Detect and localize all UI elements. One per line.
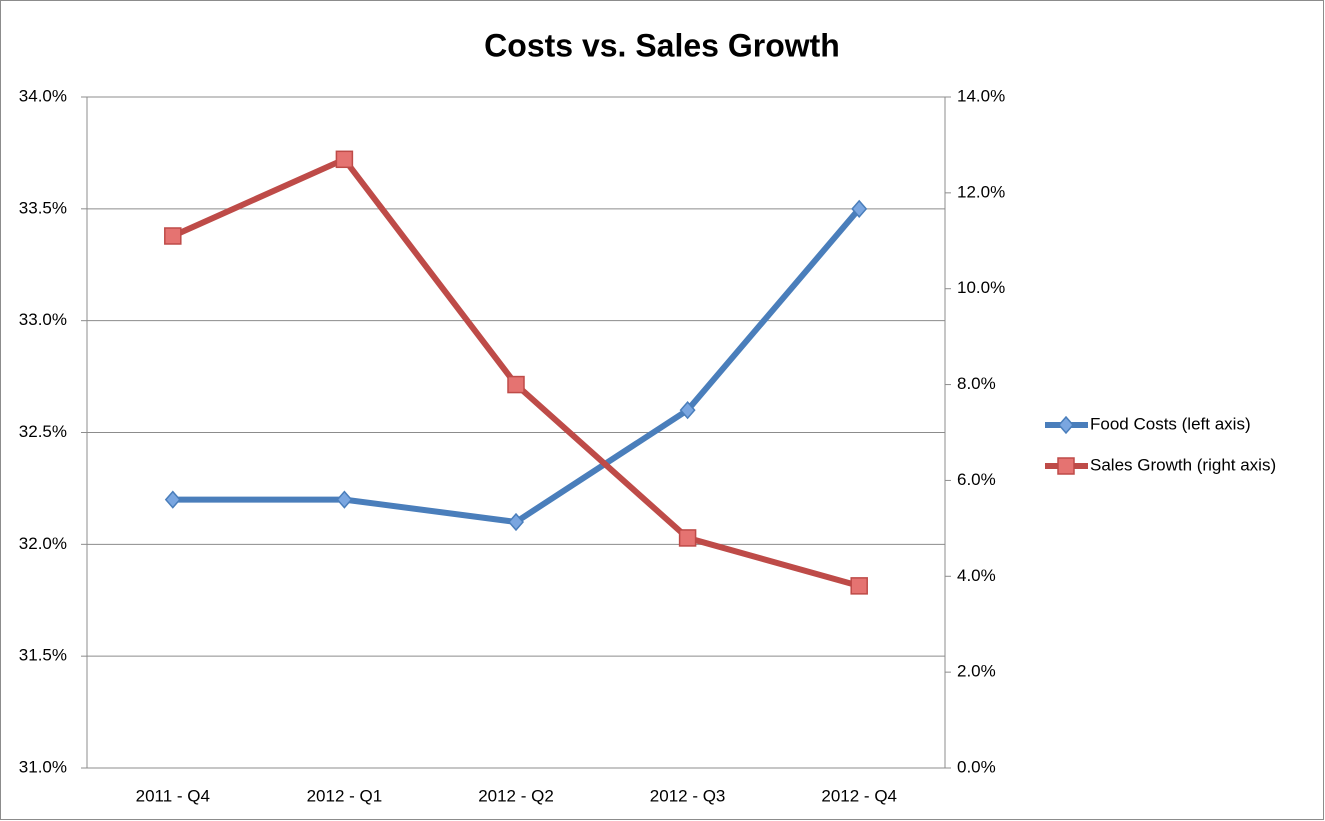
legend-marker — [1057, 457, 1075, 475]
data-point — [508, 512, 524, 532]
y2-tick-label: 14.0% — [957, 86, 1005, 105]
x-tick-label: 2012 - Q4 — [821, 786, 897, 805]
y-tick-label: 33.0% — [19, 310, 67, 329]
y2-tick-label: 2.0% — [957, 662, 996, 681]
x-tick-label: 2011 - Q4 — [136, 786, 210, 805]
y-tick-label: 34.0% — [19, 86, 67, 105]
y2-tick-label: 12.0% — [957, 182, 1005, 201]
y-tick-label: 32.5% — [19, 422, 67, 441]
y2-tick-label: 6.0% — [957, 470, 996, 489]
data-point — [679, 400, 696, 420]
legend-marker — [1058, 415, 1074, 435]
data-point — [507, 375, 525, 394]
data-point — [164, 227, 182, 245]
data-point — [335, 150, 354, 169]
y2-tick-label: 0.0% — [957, 757, 996, 776]
y-tick-label: 31.5% — [19, 646, 67, 665]
data-point — [164, 490, 181, 509]
data-point — [850, 577, 868, 595]
x-tick-label: 2012 - Q2 — [478, 786, 554, 805]
data-point — [851, 199, 868, 218]
y-tick-label: 33.5% — [19, 198, 67, 217]
y2-tick-label: 8.0% — [957, 374, 996, 393]
y2-tick-label: 4.0% — [957, 566, 996, 585]
legend-label: Sales Growth (right axis) — [1090, 455, 1276, 474]
data-point — [336, 490, 353, 509]
y2-tick-label: 10.0% — [957, 278, 1005, 297]
y-tick-label: 32.0% — [19, 534, 67, 553]
chart-title: Costs vs. Sales Growth — [484, 27, 840, 63]
x-tick-label: 2012 - Q3 — [650, 786, 726, 805]
x-tick-label: 2012 - Q1 — [307, 786, 383, 805]
data-point — [678, 529, 697, 547]
legend-label: Food Costs (left axis) — [1090, 414, 1251, 433]
y-tick-label: 31.0% — [19, 757, 67, 776]
